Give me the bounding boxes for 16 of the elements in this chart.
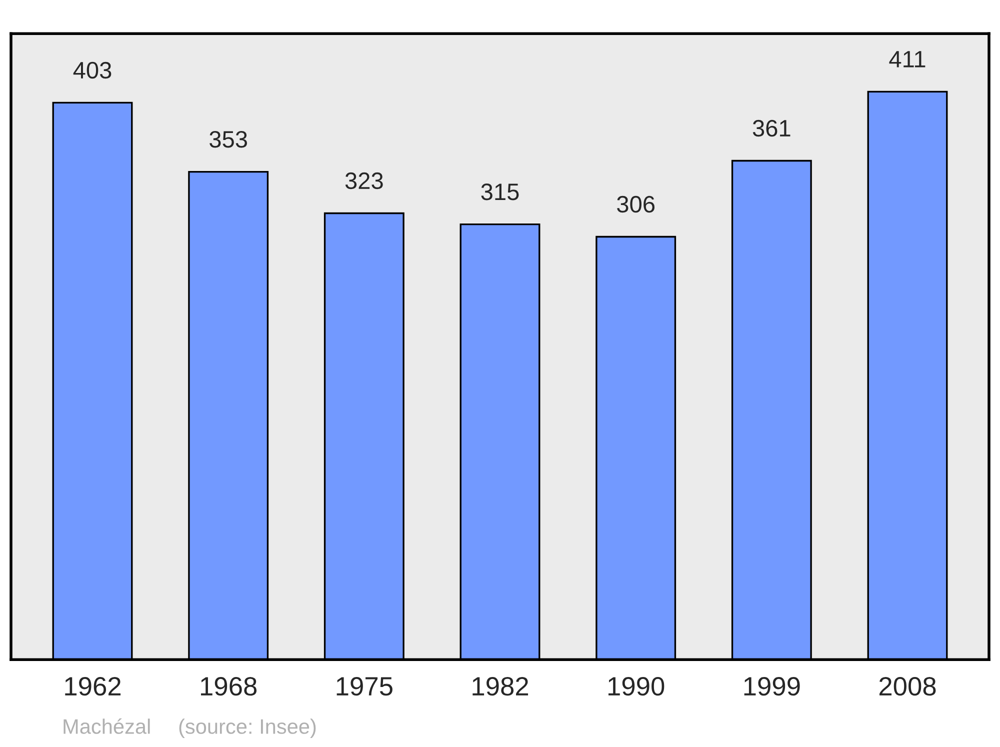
data-label: 353 bbox=[210, 130, 247, 148]
data-label: 411 bbox=[889, 51, 926, 68]
text: (source: Insee) bbox=[179, 718, 316, 738]
x-tick-label: 1999 bbox=[744, 676, 800, 696]
x-tick-label: 1990 bbox=[608, 676, 664, 696]
x-tick-label: 1982 bbox=[472, 676, 528, 696]
data-label: 323 bbox=[345, 172, 383, 190]
x-tick-label: 2008 bbox=[879, 676, 936, 696]
x-tick-label: 1968 bbox=[200, 676, 257, 696]
data-label: 361 bbox=[752, 120, 790, 137]
data-label: 306 bbox=[617, 196, 654, 213]
data-label: 403 bbox=[73, 62, 112, 79]
x-tick-label: 1962 bbox=[65, 676, 121, 696]
text: Machézal bbox=[64, 718, 150, 734]
data-label: 315 bbox=[481, 183, 519, 200]
x-tick-label: 1975 bbox=[336, 676, 392, 696]
